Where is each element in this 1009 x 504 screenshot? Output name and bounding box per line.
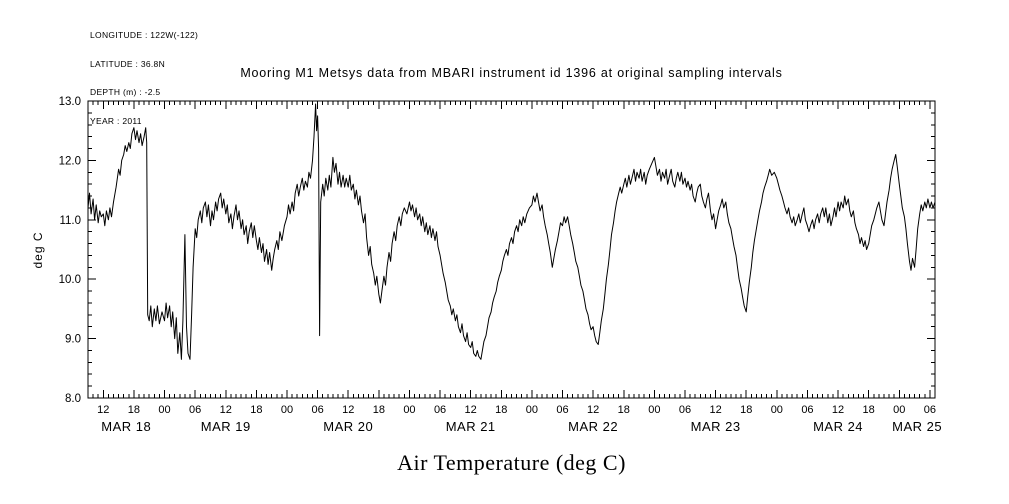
x-tick-label: 18 <box>740 404 752 416</box>
x-tick-label: 00 <box>771 404 783 416</box>
x-tick-label: 00 <box>403 404 415 416</box>
y-tick-label: 11.0 <box>59 215 81 227</box>
axis-labels: 12 18 00 06 12 18 00 06 12 18 00 06 12 18 00 06 12 18 00 06… <box>59 96 942 434</box>
x-tick-label: 12 <box>709 404 721 416</box>
x-tick-label: 18 <box>373 404 385 416</box>
x-day-label: MAR 18 <box>101 419 151 434</box>
meta-longitude: LONGITUDE : 122W(-122) <box>90 30 199 40</box>
x-tick-label: 18 <box>250 404 262 416</box>
temperature-line <box>87 103 936 360</box>
x-day-label: MAR 19 <box>201 419 251 434</box>
x-tick-label: 18 <box>618 404 630 416</box>
x-tick-label: 12 <box>587 404 599 416</box>
y-axis-label: deg C <box>31 231 45 269</box>
x-tick-label: 06 <box>801 404 813 416</box>
x-tick-label: 12 <box>220 404 232 416</box>
chart-title: Mooring M1 Metsys data from MBARI instru… <box>240 66 783 80</box>
x-day-label: MAR 21 <box>446 419 496 434</box>
x-tick-label: 00 <box>893 404 905 416</box>
x-axis-title: Air Temperature (deg C) <box>397 450 626 475</box>
x-tick-label: 12 <box>97 404 109 416</box>
x-day-label: MAR 23 <box>691 419 741 434</box>
x-tick-label: 18 <box>128 404 140 416</box>
x-day-label: MAR 25 <box>892 419 942 434</box>
y-tick-label: 8.0 <box>65 393 81 405</box>
x-tick-label: 00 <box>158 404 170 416</box>
x-tick-label: 06 <box>189 404 201 416</box>
x-tick-label: 12 <box>832 404 844 416</box>
x-day-label: MAR 20 <box>323 419 373 434</box>
y-tick-label: 9.0 <box>65 334 81 346</box>
y-tick-label: 12.0 <box>59 155 81 167</box>
y-tick-label: 10.0 <box>59 274 81 286</box>
axis-ticks <box>88 100 935 399</box>
x-tick-label: 00 <box>281 404 293 416</box>
y-tick-label: 13.0 <box>59 96 81 108</box>
x-tick-label: 00 <box>526 404 538 416</box>
x-day-label: MAR 24 <box>813 419 863 434</box>
x-tick-label: 06 <box>311 404 323 416</box>
meta-depth: DEPTH (m) : -2.5 <box>90 87 161 97</box>
x-day-label: MAR 22 <box>568 419 618 434</box>
x-tick-label: 06 <box>924 404 936 416</box>
meta-latitude: LATITUDE : 36.8N <box>90 58 166 69</box>
x-tick-label: 06 <box>556 404 568 416</box>
x-tick-label: 12 <box>465 404 477 416</box>
x-tick-label: 18 <box>863 404 875 416</box>
plot-border <box>87 100 936 399</box>
x-tick-label: 18 <box>495 404 507 416</box>
meta-year: YEAR : 2011 <box>90 115 142 126</box>
x-tick-label: 12 <box>342 404 354 416</box>
metadata-block: LONGITUDE : 122W(-122) LATITUDE : 36.8N … <box>90 12 198 145</box>
x-tick-label: 00 <box>648 404 660 416</box>
x-tick-label: 06 <box>434 404 446 416</box>
x-tick-label: 06 <box>679 404 691 416</box>
